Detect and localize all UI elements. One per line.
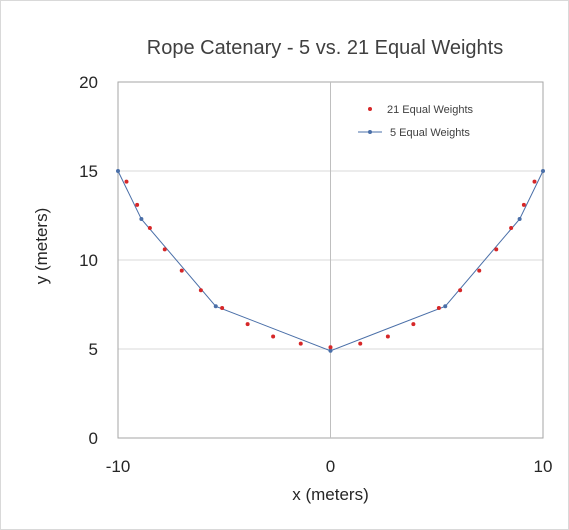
y-tick-label: 5 <box>89 340 98 359</box>
legend-marker-5-weights <box>368 130 372 134</box>
legend-label-21-weights: 21 Equal Weights <box>387 104 474 116</box>
point-5-weights <box>328 348 333 353</box>
point-21-weights <box>135 202 140 207</box>
point-21-weights <box>458 288 463 293</box>
y-tick-label: 0 <box>89 429 98 448</box>
point-5-weights <box>541 169 545 173</box>
x-tick-label: -10 <box>106 457 131 476</box>
series-layer <box>116 169 545 353</box>
x-tick-label: 0 <box>326 457 335 476</box>
point-21-weights <box>411 322 416 327</box>
point-21-weights <box>198 288 203 293</box>
point-21-weights <box>509 225 514 230</box>
point-21-weights <box>521 202 526 207</box>
point-21-weights <box>245 322 250 327</box>
point-21-weights <box>494 247 499 252</box>
legend: 21 Equal Weights 5 Equal Weights <box>358 104 474 139</box>
y-axis-label: y (meters) <box>32 208 51 285</box>
point-5-weights <box>517 217 522 222</box>
y-tick-label: 20 <box>79 73 98 92</box>
x-axis-label: x (meters) <box>292 485 369 504</box>
x-tick-label: 10 <box>534 457 553 476</box>
y-tick-label: 15 <box>79 162 98 181</box>
tick-labels: 0 5 10 15 20 -10 0 10 <box>79 73 552 476</box>
point-21-weights <box>147 225 152 230</box>
point-21-weights <box>220 306 225 311</box>
point-5-weights <box>116 169 120 173</box>
point-21-weights <box>124 179 129 184</box>
point-21-weights <box>358 341 363 346</box>
point-5-weights <box>139 217 144 222</box>
point-21-weights <box>162 247 167 252</box>
legend-label-5-weights: 5 Equal Weights <box>390 127 470 139</box>
point-5-weights <box>213 304 218 309</box>
point-21-weights <box>179 268 184 273</box>
point-5-weights <box>443 304 448 309</box>
y-tick-label: 10 <box>79 251 98 270</box>
chart-title: Rope Catenary - 5 vs. 21 Equal Weights <box>147 37 503 59</box>
point-21-weights <box>436 306 441 311</box>
point-21-weights <box>298 341 303 346</box>
point-21-weights <box>532 179 537 184</box>
legend-marker-21-weights <box>368 107 372 111</box>
point-21-weights <box>328 345 333 350</box>
point-21-weights <box>385 334 390 339</box>
point-21-weights <box>271 334 276 339</box>
point-21-weights <box>477 268 482 273</box>
